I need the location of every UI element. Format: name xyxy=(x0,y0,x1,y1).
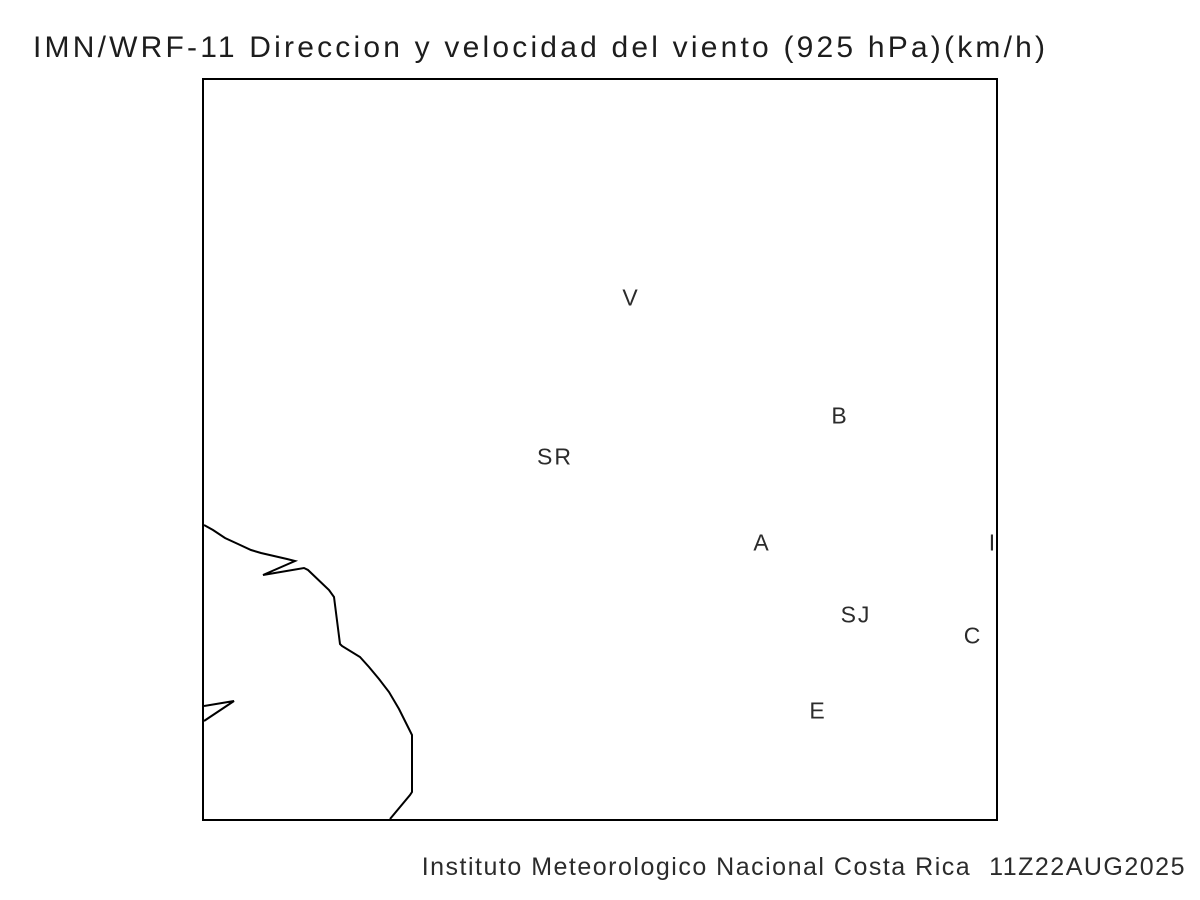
chart-title: IMN/WRF-11 Direccion y velocidad del vie… xyxy=(33,31,1049,64)
station-label-v: V xyxy=(622,284,640,311)
coastline-inlet-path xyxy=(204,700,235,722)
map-frame: V B SR A I SJ C E xyxy=(202,78,998,821)
footer: Instituto Meteorologico Nacional Costa R… xyxy=(422,855,1186,880)
footer-timestamp: 11Z22AUG2025 xyxy=(989,853,1186,881)
footer-credit: Instituto Meteorologico Nacional Costa R… xyxy=(421,853,972,881)
station-label-b: B xyxy=(831,402,849,429)
station-label-e: E xyxy=(809,697,827,724)
coastline-path xyxy=(204,524,413,819)
coastline-svg xyxy=(204,524,413,819)
station-label-sj: SJ xyxy=(840,601,872,628)
station-label-c: C xyxy=(963,622,983,649)
station-label-i: I xyxy=(988,529,998,556)
station-label-sr: SR xyxy=(537,443,573,470)
station-label-a: A xyxy=(753,529,771,556)
